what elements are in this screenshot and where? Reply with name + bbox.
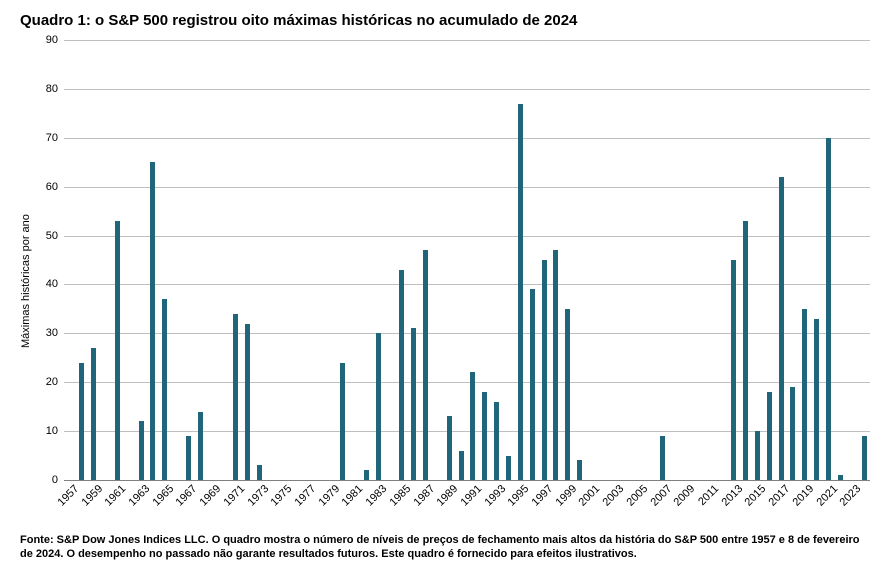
x-tick-label: 2021 (811, 480, 840, 509)
bar (376, 333, 381, 480)
plot-area: 0102030405060708090 19571959196119631965… (64, 40, 870, 480)
bar (340, 363, 345, 480)
y-tick-label: 10 (46, 425, 64, 437)
grid-line (64, 480, 870, 481)
bar (530, 289, 535, 480)
bar (767, 392, 772, 480)
x-tick-label: 1995 (503, 480, 532, 509)
x-tick-label: 1961 (100, 480, 129, 509)
bar (518, 104, 523, 480)
y-tick-label: 80 (46, 83, 64, 95)
bar (862, 436, 867, 480)
y-tick-label: 40 (46, 278, 64, 290)
x-tick-label: 1981 (337, 480, 366, 509)
bar (660, 436, 665, 480)
bar (814, 319, 819, 480)
y-tick-label: 70 (46, 132, 64, 144)
bar (364, 470, 369, 480)
x-tick-label: 1967 (171, 480, 200, 509)
bar (494, 402, 499, 480)
x-tick-label: 2019 (787, 480, 816, 509)
chart-title: Quadro 1: o S&P 500 registrou oito máxim… (20, 12, 577, 29)
chart-container: Quadro 1: o S&P 500 registrou oito máxim… (0, 0, 895, 582)
x-tick-label: 2017 (764, 480, 793, 509)
bar (162, 299, 167, 480)
y-tick-label: 30 (46, 327, 64, 339)
y-tick-label: 60 (46, 181, 64, 193)
bar (186, 436, 191, 480)
y-tick-label: 20 (46, 376, 64, 388)
bar (826, 138, 831, 480)
bar (423, 250, 428, 480)
x-tick-label: 2005 (622, 480, 651, 509)
bar (411, 328, 416, 480)
bar (150, 162, 155, 480)
x-tick-label: 1989 (432, 480, 461, 509)
x-tick-label: 2009 (669, 480, 698, 509)
bar (755, 431, 760, 480)
y-tick-label: 90 (46, 34, 64, 46)
x-tick-label: 1973 (242, 480, 271, 509)
x-tick-label: 1971 (219, 480, 248, 509)
x-tick-label: 1985 (384, 480, 413, 509)
bar (447, 416, 452, 480)
bar (91, 348, 96, 480)
bar (542, 260, 547, 480)
bar (838, 475, 843, 480)
x-tick-label: 2015 (740, 480, 769, 509)
bar (743, 221, 748, 480)
x-tick-label: 1993 (479, 480, 508, 509)
x-tick-label: 1987 (408, 480, 437, 509)
bar (565, 309, 570, 480)
bar (802, 309, 807, 480)
x-tick-label: 1969 (195, 480, 224, 509)
bars-layer: 1957195919611963196519671969197119731975… (64, 40, 870, 480)
bar (198, 412, 203, 480)
bar (245, 324, 250, 480)
x-tick-label: 1997 (527, 480, 556, 509)
bar (790, 387, 795, 480)
x-tick-label: 2003 (598, 480, 627, 509)
bar (482, 392, 487, 480)
x-tick-label: 2011 (693, 480, 721, 508)
bar (731, 260, 736, 480)
x-tick-label: 1975 (266, 480, 295, 509)
bar (506, 456, 511, 480)
x-tick-label: 1977 (290, 480, 319, 509)
chart-footnote: Fonte: S&P Dow Jones Indices LLC. O quad… (20, 534, 875, 562)
x-tick-label: 2023 (835, 480, 864, 509)
x-tick-label: 1983 (361, 480, 390, 509)
bar (399, 270, 404, 480)
x-tick-label: 1959 (76, 480, 105, 509)
x-tick-label: 1963 (124, 480, 153, 509)
y-axis-title: Máximas históricas por ano (20, 214, 32, 348)
bar (233, 314, 238, 480)
bar (459, 451, 464, 480)
bar (470, 372, 475, 480)
y-tick-label: 50 (46, 230, 64, 242)
bar (257, 465, 262, 480)
x-tick-label: 1991 (456, 480, 485, 509)
bar (779, 177, 784, 480)
x-tick-label: 2001 (574, 480, 603, 509)
bar (553, 250, 558, 480)
x-tick-label: 2007 (645, 480, 674, 509)
bar (79, 363, 84, 480)
bar (577, 460, 582, 480)
bar (115, 221, 120, 480)
bar (139, 421, 144, 480)
y-tick-label: 0 (52, 474, 64, 486)
